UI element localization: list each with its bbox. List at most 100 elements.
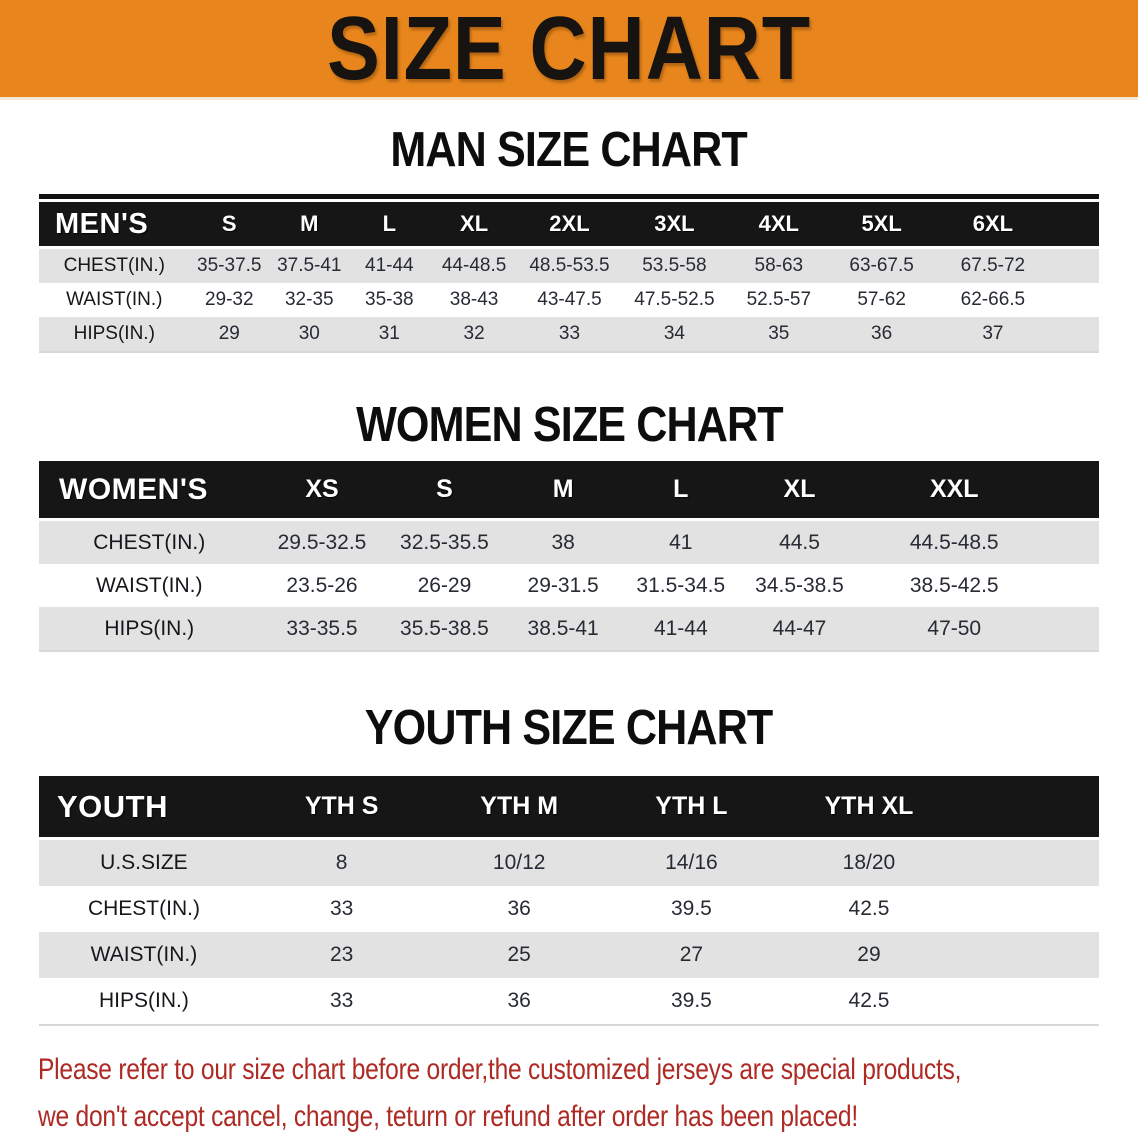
cell: 29 <box>778 932 960 978</box>
row-label: HIPS(IN.) <box>39 978 249 1026</box>
cell: 32 <box>429 317 520 353</box>
table-row: WAIST(IN.) 23.5-26 26-29 29-31.5 31.5-34… <box>39 564 1099 607</box>
cell: 44-47 <box>739 607 860 652</box>
cell: 44-48.5 <box>429 249 520 283</box>
man-section-title: MAN SIZE CHART <box>0 122 1138 178</box>
cell: 35.5-38.5 <box>384 607 505 652</box>
youth-section-title-text: YOUTH SIZE CHART <box>365 701 773 755</box>
men-size-col: 6XL <box>934 202 1052 249</box>
cell: 36 <box>828 317 935 353</box>
women-size-col: M <box>504 461 622 521</box>
cell: 41-44 <box>621 607 740 652</box>
cell: 36 <box>434 978 604 1026</box>
cell: 29-32 <box>189 283 270 317</box>
youth-size-col: YTH XL <box>778 776 960 840</box>
spacer-cell <box>959 840 1099 886</box>
disclaimer: Please refer to our size chart before or… <box>38 1046 962 1141</box>
cell: 67.5-72 <box>934 249 1052 283</box>
cell: 14/16 <box>603 840 779 886</box>
cell: 47-50 <box>859 607 1050 652</box>
man-section-title-text: MAN SIZE CHART <box>390 123 748 177</box>
spacer-cell <box>1049 521 1099 564</box>
row-label: HIPS(IN.) <box>39 607 260 652</box>
cell: 18/20 <box>778 840 960 886</box>
cell: 58-63 <box>729 249 829 283</box>
cell: 48.5-53.5 <box>519 249 620 283</box>
youth-size-col: YTH S <box>248 776 435 840</box>
cell: 10/12 <box>434 840 604 886</box>
cell: 34.5-38.5 <box>739 564 860 607</box>
banner-title: SIZE CHART <box>327 0 811 99</box>
cell: 39.5 <box>603 886 779 932</box>
row-label: CHEST(IN.) <box>39 886 249 932</box>
cell: 52.5-57 <box>729 283 829 317</box>
row-label: CHEST(IN.) <box>39 249 190 283</box>
cell: 23 <box>248 932 435 978</box>
cell: 31 <box>349 317 430 353</box>
cell: 35-38 <box>349 283 430 317</box>
cell: 27 <box>603 932 779 978</box>
cell: 38.5-41 <box>504 607 622 652</box>
cell: 26-29 <box>384 564 505 607</box>
disclaimer-line-1: Please refer to our size chart before or… <box>38 1053 962 1086</box>
spacer-cell <box>1051 202 1099 249</box>
table-row: WAIST(IN.) 29-32 32-35 35-38 38-43 43-47… <box>39 283 1099 317</box>
spacer-cell <box>1051 283 1099 317</box>
cell: 39.5 <box>603 978 779 1026</box>
cell: 41-44 <box>349 249 430 283</box>
men-size-col: 4XL <box>729 202 829 249</box>
cell: 29.5-32.5 <box>259 521 385 564</box>
cell: 41 <box>621 521 740 564</box>
men-size-col: 2XL <box>519 202 620 249</box>
women-size-col: XXL <box>859 461 1050 521</box>
row-label: WAIST(IN.) <box>39 283 190 317</box>
spacer-cell <box>1049 461 1099 521</box>
women-header-label: WOMEN'S <box>39 461 260 521</box>
table-row: CHEST(IN.) 35-37.5 37.5-41 41-44 44-48.5… <box>39 249 1099 283</box>
row-label: HIPS(IN.) <box>39 317 190 353</box>
spacer-cell <box>1049 564 1099 607</box>
cell: 53.5-58 <box>619 249 729 283</box>
cell: 32.5-35.5 <box>384 521 505 564</box>
men-size-table: MEN'S S M L XL 2XL 3XL 4XL 5XL 6XL CHEST… <box>39 202 1099 353</box>
cell: 44.5-48.5 <box>859 521 1050 564</box>
youth-size-col: YTH M <box>434 776 604 840</box>
cell: 35-37.5 <box>189 249 270 283</box>
cell: 62-66.5 <box>934 283 1052 317</box>
women-size-col: L <box>621 461 740 521</box>
cell: 33 <box>248 978 435 1026</box>
spacer-cell <box>959 776 1099 840</box>
cell: 33 <box>519 317 620 353</box>
spacer-cell <box>1049 607 1099 652</box>
cell: 36 <box>434 886 604 932</box>
men-table-topline <box>39 194 1099 199</box>
men-size-col: S <box>189 202 270 249</box>
row-label: U.S.SIZE <box>39 840 249 886</box>
men-header-label: MEN'S <box>39 202 190 249</box>
youth-header-label: YOUTH <box>39 776 249 840</box>
cell: 47.5-52.5 <box>619 283 729 317</box>
women-size-table: WOMEN'S XS S M L XL XXL CHEST(IN.) 29.5-… <box>39 461 1099 652</box>
row-label: WAIST(IN.) <box>39 932 249 978</box>
cell: 35 <box>729 317 829 353</box>
cell: 43-47.5 <box>519 283 620 317</box>
cell: 29-31.5 <box>504 564 622 607</box>
table-row: CHEST(IN.) 33 36 39.5 42.5 <box>39 886 1099 932</box>
cell: 42.5 <box>778 978 960 1026</box>
spacer-cell <box>1051 317 1099 353</box>
spacer-cell <box>959 978 1099 1026</box>
cell: 37.5-41 <box>269 249 350 283</box>
youth-header-row: YOUTH YTH S YTH M YTH L YTH XL <box>39 776 1099 840</box>
women-section-title: WOMEN SIZE CHART <box>0 397 1138 453</box>
cell: 42.5 <box>778 886 960 932</box>
table-row: WAIST(IN.) 23 25 27 29 <box>39 932 1099 978</box>
men-size-col: XL <box>429 202 520 249</box>
row-label: CHEST(IN.) <box>39 521 260 564</box>
cell: 38 <box>504 521 622 564</box>
men-size-col: M <box>269 202 350 249</box>
cell: 8 <box>248 840 435 886</box>
cell: 33-35.5 <box>259 607 385 652</box>
cell: 33 <box>248 886 435 932</box>
table-row: HIPS(IN.) 29 30 31 32 33 34 35 36 37 <box>39 317 1099 353</box>
